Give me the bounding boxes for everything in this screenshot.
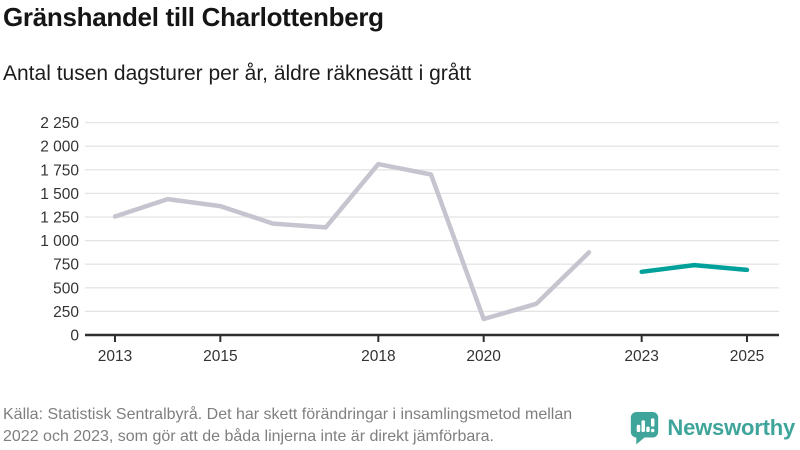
y-axis-tick-label: 0 <box>70 328 79 345</box>
newsworthy-logo-icon <box>631 412 659 445</box>
source-note: Källa: Statistisk Sentralbyrå. Det har s… <box>3 404 572 448</box>
y-axis-tick-label: 2 250 <box>40 115 79 132</box>
x-axis-tick-label: 2025 <box>730 348 764 365</box>
y-axis-tick-label: 2 000 <box>40 139 79 156</box>
source-note-line2: 2022 och 2023, som gör att de båda linje… <box>3 428 494 445</box>
series-line-old-method <box>112 161 592 322</box>
y-axis-tick-label: 500 <box>53 280 79 297</box>
y-axis-tick-label: 250 <box>53 304 79 321</box>
x-axis-tick-label: 2020 <box>466 348 501 365</box>
source-note-line1: Källa: Statistisk Sentralbyrå. Det har s… <box>3 406 573 423</box>
y-axis-tick-label: 1 250 <box>40 210 79 227</box>
y-axis-tick-label: 1 000 <box>40 233 79 250</box>
y-axis-tick-label: 1 750 <box>40 162 79 179</box>
chart-title: Gränshandel till Charlottenberg <box>3 2 384 32</box>
x-axis-tick-label: 2018 <box>361 348 395 365</box>
newsworthy-logo-text: Newsworthy <box>667 414 795 440</box>
x-axis-tick-label: 2013 <box>98 348 132 365</box>
bar-chart-glyph <box>637 418 655 433</box>
y-axis-tick-label: 750 <box>53 257 79 274</box>
y-axis-tick-label: 1 500 <box>40 186 79 203</box>
series-line-new-method <box>639 262 750 275</box>
x-axis-tick-label: 2023 <box>624 348 658 365</box>
newsworthy-logo: Newsworthy <box>629 410 795 445</box>
x-axis-tick-label: 2015 <box>203 348 237 365</box>
chart-subtitle: Antal tusen dagsturer per år, äldre räkn… <box>3 62 472 85</box>
